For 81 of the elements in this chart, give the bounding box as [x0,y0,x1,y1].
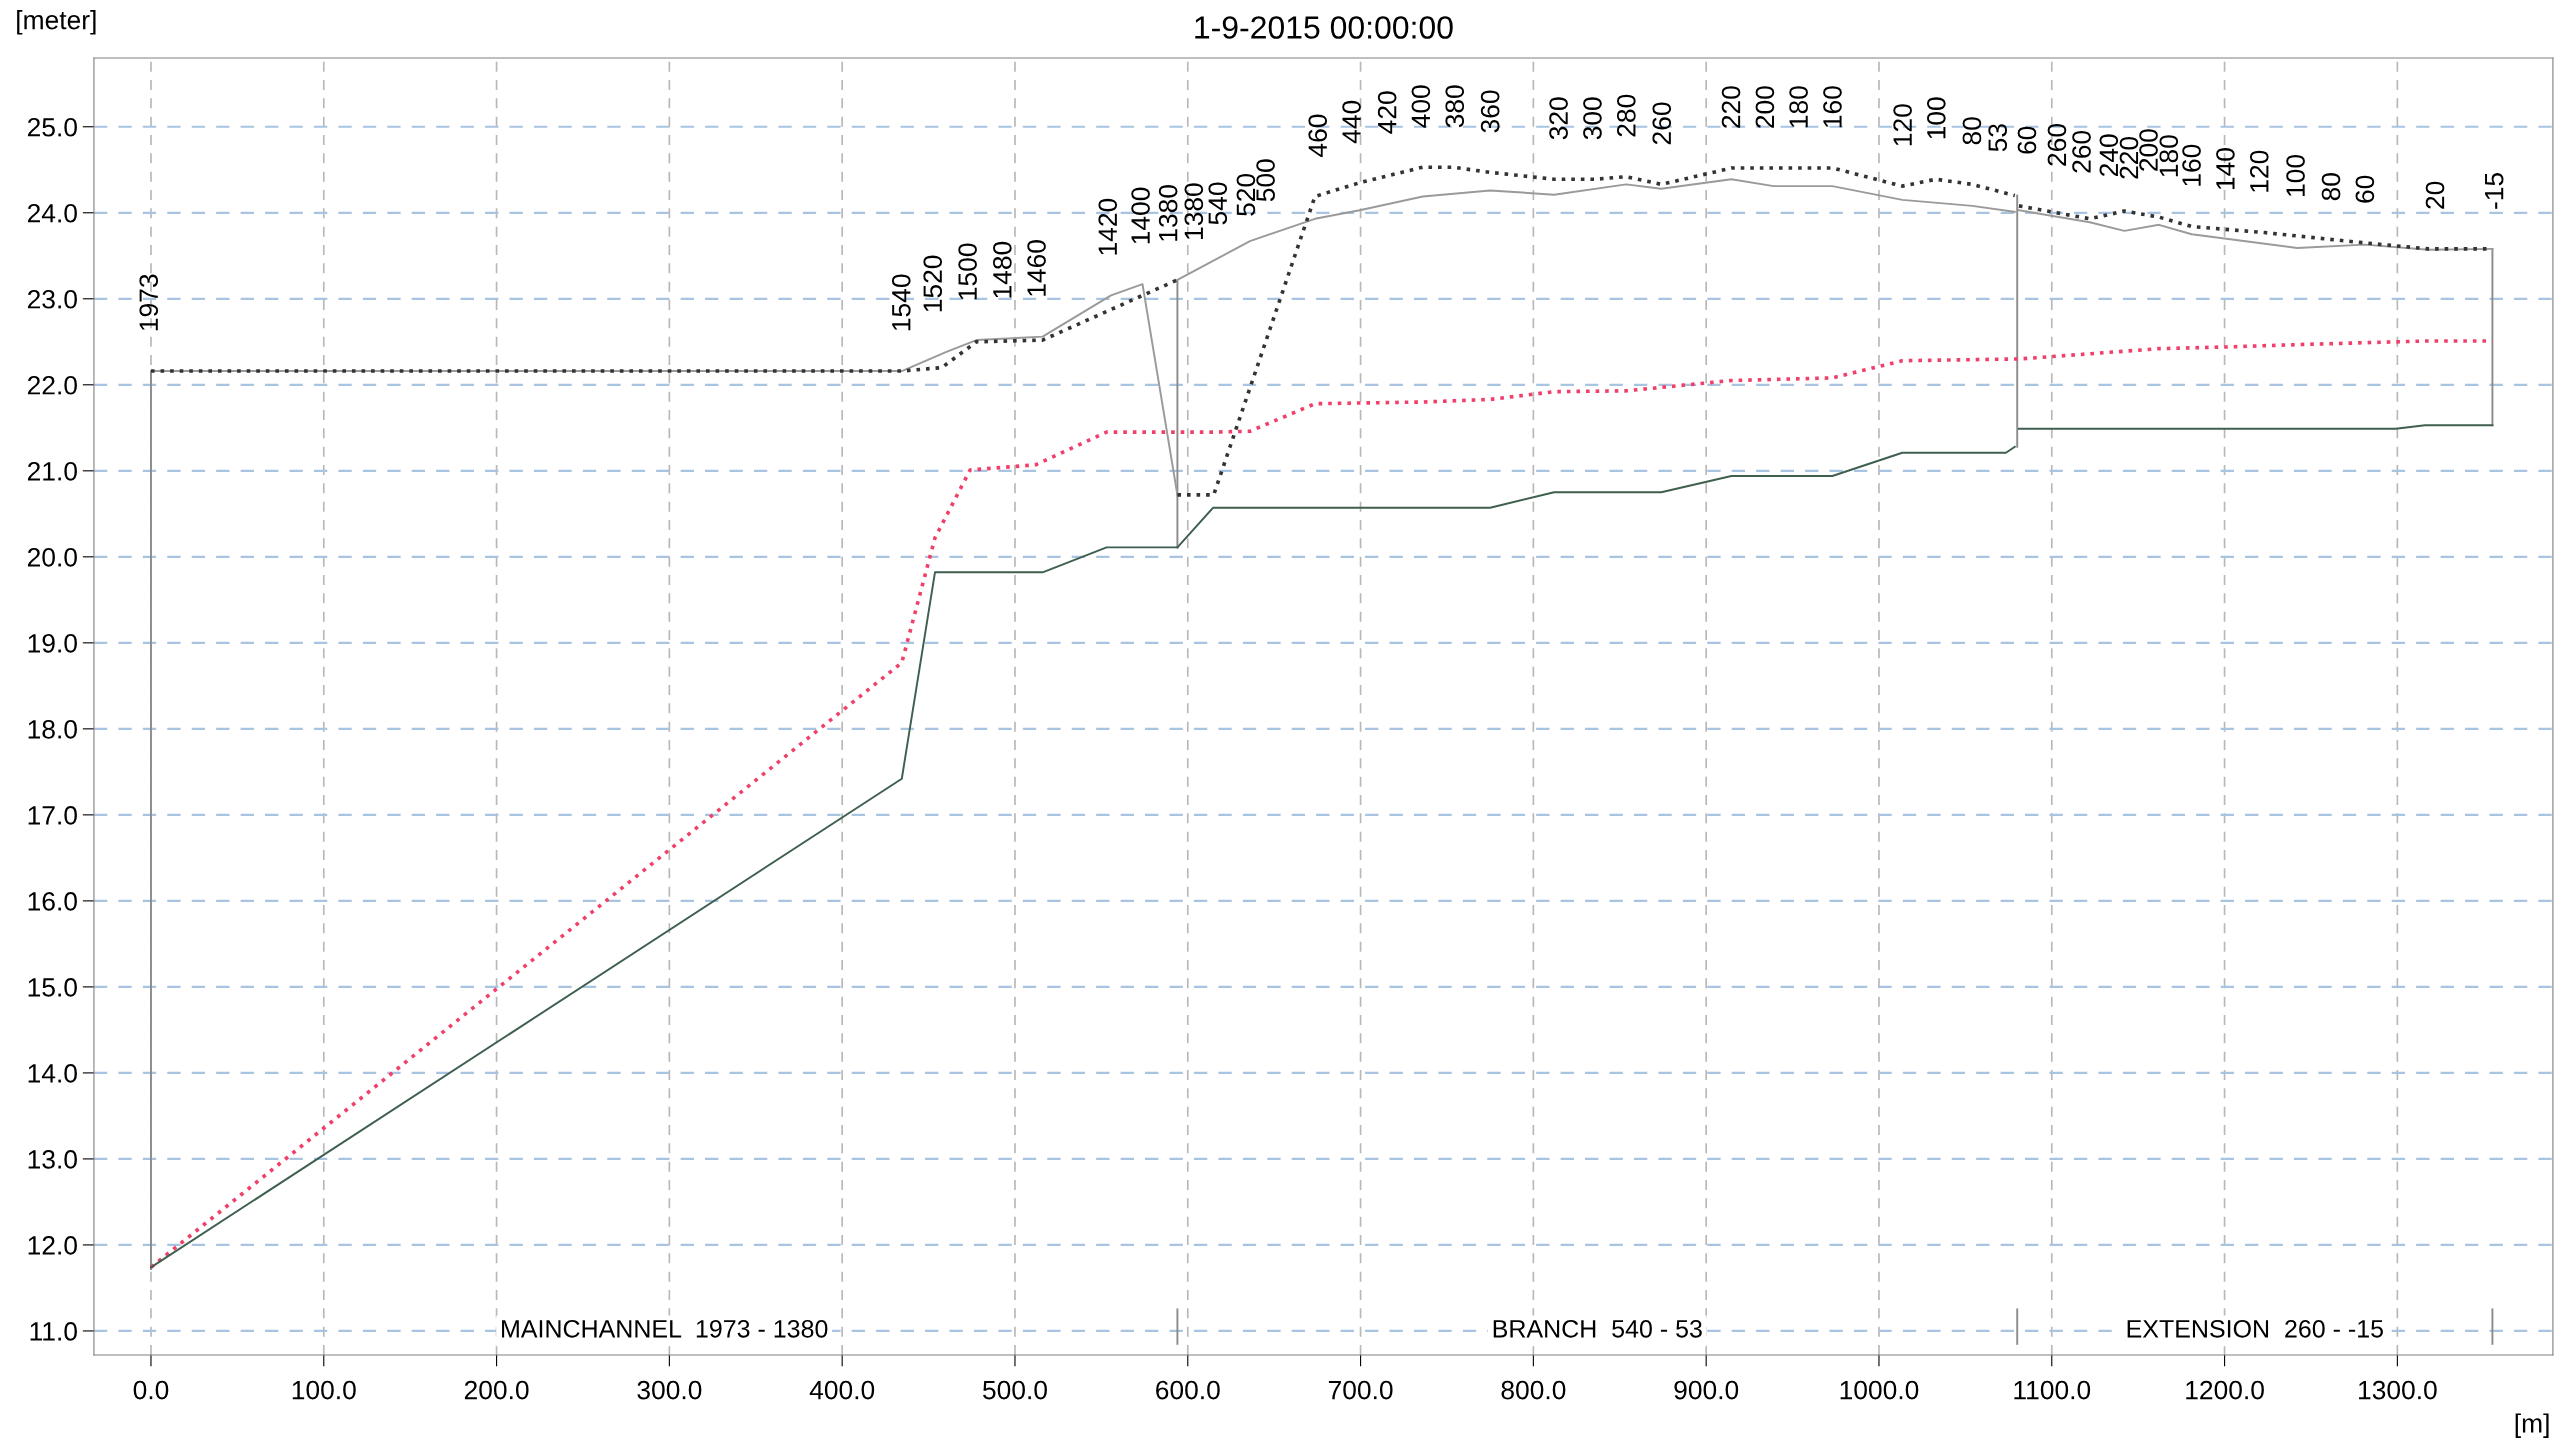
annotation: 540 [1208,182,1228,225]
y-tick-label: 13.0 [28,1150,77,1169]
annotation: 520 [1236,173,1256,216]
annotation: 60 [2355,175,2375,203]
annotation: 180 [1789,86,1808,128]
annotation: 1500 [958,243,977,300]
annotation: EXTENSION 260 - -15 [2127,1319,2383,1338]
annotation: 1380 [1158,185,1178,241]
annotation: 20 [2425,181,2445,209]
annotation: 100 [2286,154,2305,196]
y-tick-label: 22.0 [27,375,77,395]
x-tick-label: 400.0 [809,1380,875,1400]
annotation: 220 [2119,136,2139,179]
annotation: 240 [2099,134,2119,176]
annotation: MAINCHANNEL 1973 - 1380 [502,1319,828,1338]
x-tick-label: 700.0 [1328,1380,1393,1400]
annotation: 100 [1926,97,1946,139]
annotation: 1380 [1184,183,1204,239]
annotation: 140 [2216,148,2235,190]
y-tick-label: 16.0 [28,892,77,911]
annotation: 120 [1893,104,1912,146]
y-tick-label: 15.0 [28,978,77,997]
annotation: 80 [2321,173,2341,201]
annotation: 320 [1549,97,1568,140]
y-tick-label: 24.0 [27,203,77,223]
annotation: 380 [1445,85,1465,128]
x-tick-label: 1000.0 [1840,1380,1919,1400]
x-tick-label: 200.0 [464,1380,529,1400]
annotation: 60 [2017,126,2037,154]
x-tick-label: 100.0 [292,1380,356,1400]
annotation: 53 [1988,124,2008,152]
annotation: 160 [2182,144,2201,186]
x-axis-title: [m] [2515,1413,2549,1438]
annotation: 200 [2139,129,2158,171]
y-tick-label: 21.0 [27,461,77,481]
x-tick-label: 900.0 [1674,1380,1739,1400]
annotation: 160 [1823,86,1842,128]
y-tick-label: 11.0 [30,1322,77,1341]
annotation: 200 [1755,86,1775,128]
chart-title: 1-9-2015 00:00:00 [1195,16,1453,39]
y-tick-label: 25.0 [27,117,77,137]
annotation: 500 [1256,159,1275,202]
annotation: 300 [1583,97,1602,140]
annotation: 1973 [139,274,159,331]
x-tick-label: 1200.0 [2186,1380,2264,1400]
annotation: 460 [1308,114,1328,157]
annotation: 1400 [1131,187,1150,244]
annotation: 260 [2072,130,2091,173]
y-tick-label: 23.0 [27,289,77,309]
annotation: 220 [1721,86,1741,128]
annotation: 1480 [993,241,1012,298]
y-axis-title: [meter] [17,10,96,35]
x-tick-label: 500.0 [983,1380,1047,1400]
x-tick-label: 300.0 [637,1380,702,1400]
annotation: 80 [1962,117,1982,145]
annotation: BRANCH 540 - 53 [1493,1319,1702,1338]
y-tick-label: 14.0 [28,1064,77,1083]
annotation: 360 [1480,90,1500,133]
y-tick-label: 19.0 [28,633,77,653]
annotation: 420 [1377,91,1397,134]
y-tick-label: 18.0 [28,719,77,739]
annotation: 260 [2047,124,2067,166]
annotation: 1540 [891,274,911,331]
annotation: 400 [1411,85,1431,128]
annotation: 280 [1616,94,1636,137]
annotation: 1460 [1027,240,1046,296]
annotation: 440 [1342,100,1361,144]
y-tick-label: 20.0 [27,547,77,567]
annotation: 120 [2249,150,2269,192]
annotation: 1420 [1098,198,1118,255]
x-tick-label: 1100.0 [2014,1380,2091,1400]
x-tick-label: 0.0 [133,1380,169,1400]
annotation: -15 [2485,172,2504,209]
y-tick-label: 12.0 [28,1236,77,1255]
annotation: 260 [1652,102,1672,145]
x-tick-label: 600.0 [1156,1380,1220,1400]
x-tick-label: 1300.0 [2359,1380,2437,1400]
annotation: 180 [2159,135,2179,177]
annotation: 1520 [923,255,943,312]
y-tick-label: 17.0 [28,806,77,825]
x-tick-label: 800.0 [1501,1380,1566,1400]
